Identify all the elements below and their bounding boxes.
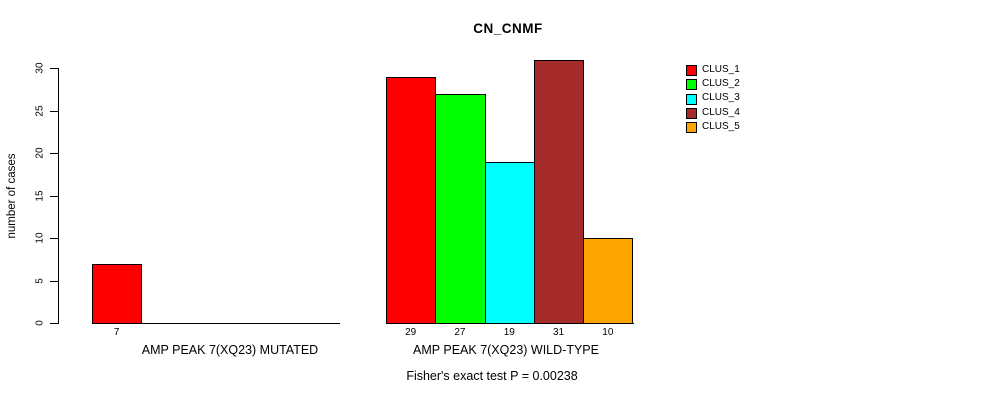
- legend-swatch-clus-4: [686, 108, 697, 120]
- bar-value-label-clus-1-group-2: 29: [405, 326, 417, 338]
- legend-swatch-clus-3: [686, 93, 697, 105]
- y-axis-line: [57, 68, 59, 324]
- legend-swatch-clus-5: [686, 122, 697, 134]
- fisher-test-annotation: Fisher's exact test P = 0.00238: [406, 369, 578, 383]
- bar-clus-2-group-2: [435, 93, 486, 324]
- legend-label-clus-3: CLUS_3: [702, 92, 740, 104]
- legend-label-clus-1: CLUS_1: [702, 63, 740, 75]
- y-axis-tick: [49, 68, 58, 70]
- group-label-1: AMP PEAK 7(XQ23) MUTATED: [141, 343, 319, 357]
- bar-clus-5-group-2: [583, 238, 634, 324]
- y-axis-tick-label: 30: [34, 62, 46, 74]
- bar-clus-1-group-2: [386, 76, 437, 324]
- legend-label-clus-5: CLUS_5: [702, 120, 740, 132]
- legend-swatch-clus-2: [686, 79, 697, 91]
- bar-value-label-clus-5-group-2: 10: [602, 326, 614, 338]
- legend-swatch-clus-1: [686, 65, 697, 76]
- bar-value-label-clus-3-group-2: 19: [503, 326, 515, 338]
- y-axis-tick-label: 15: [34, 190, 46, 202]
- y-axis-tick: [49, 280, 58, 282]
- bar-value-label-clus-4-group-2: 31: [552, 326, 565, 338]
- y-axis-tick: [49, 153, 58, 155]
- y-axis-tick-label: 0: [34, 320, 46, 326]
- y-axis-tick: [49, 195, 58, 197]
- y-axis-tick: [49, 323, 58, 324]
- group-label-2: AMP PEAK 7(XQ23) WILD-TYPE: [413, 343, 599, 357]
- y-axis-tick: [49, 110, 58, 112]
- y-axis-tick-label: 25: [34, 105, 46, 117]
- bar-clus-3-group-2: [484, 161, 535, 324]
- chart-title: CN_CNMF: [473, 21, 543, 36]
- y-axis-tick-label: 5: [34, 277, 46, 284]
- y-axis-label: number of cases: [6, 153, 18, 239]
- x-axis-baseline: [92, 323, 340, 324]
- y-axis-tick: [49, 238, 58, 240]
- legend-label-clus-4: CLUS_4: [702, 106, 740, 118]
- bar-value-label-clus-1-group-1: 7: [113, 326, 120, 338]
- legend-label-clus-2: CLUS_2: [702, 77, 740, 89]
- y-axis-tick-label: 10: [34, 232, 46, 244]
- bar-value-label-clus-2-group-2: 27: [454, 326, 466, 338]
- bar-clus-1-group-1: [92, 263, 143, 324]
- y-axis-tick-label: 20: [34, 147, 46, 159]
- bar-clus-4-group-2: [533, 59, 585, 324]
